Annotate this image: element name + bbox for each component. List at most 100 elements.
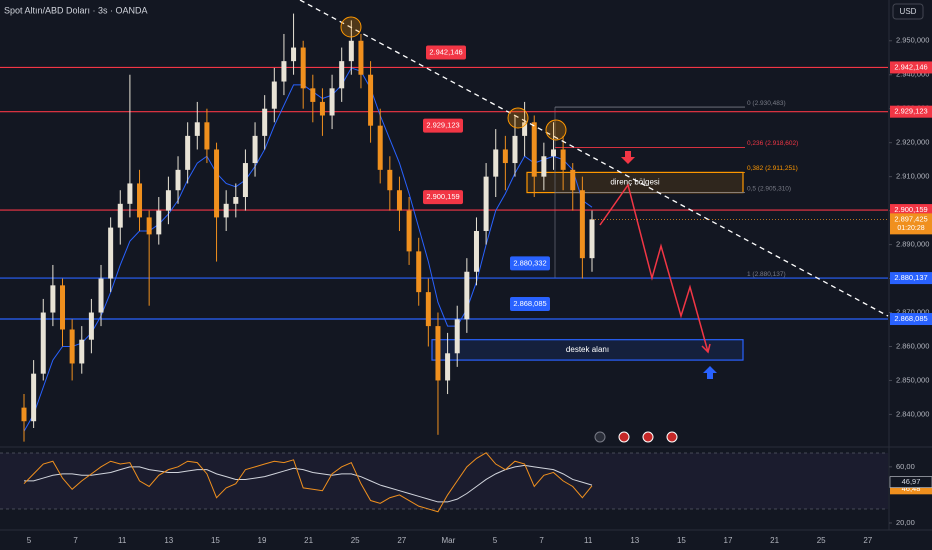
candle-body [223, 203, 229, 218]
candle-body [531, 122, 537, 177]
rsi-value-box [889, 476, 932, 488]
candle-body [137, 183, 143, 218]
x-tick-label: 21 [304, 536, 313, 545]
x-tick-label: 13 [164, 536, 173, 545]
candle-body [194, 122, 200, 136]
candle-body [541, 156, 547, 177]
axis-last-box [890, 213, 932, 235]
touch-circle [545, 119, 567, 141]
fib-label: 0,382 (2.911,251) [747, 165, 798, 172]
price-tag-label: 2.942,146 [429, 47, 462, 56]
candle-body [473, 230, 479, 272]
candle-body [127, 183, 133, 204]
candle-body [483, 176, 489, 231]
candle-body [31, 373, 37, 422]
trend-line [299, 0, 889, 317]
currency-box[interactable] [892, 3, 924, 20]
price-tag [510, 256, 550, 271]
candle-body [377, 125, 383, 170]
price-tag-label: 2.868,085 [513, 299, 546, 308]
x-tick-label: 5 [493, 536, 498, 545]
up-arrow [703, 366, 717, 379]
candle-body [281, 61, 287, 82]
x-tick-label: 11 [118, 536, 127, 545]
x-tick-label: 15 [211, 536, 220, 545]
y-tick-label: 2.860,000 [896, 341, 929, 350]
candle-body [156, 210, 162, 235]
axis-price-label: 2.880,137 [894, 273, 927, 282]
zone-label: direnç bölgesi [610, 178, 660, 187]
y-tick-label: 2.870,000 [896, 308, 929, 317]
y-tick-label: 2.920,000 [896, 138, 929, 147]
candle-body [425, 292, 431, 327]
candle-body [406, 210, 412, 252]
candle-body [550, 149, 556, 157]
price-tag-label: 2.880,332 [513, 258, 546, 267]
candle-body [454, 319, 460, 354]
candle-body [60, 285, 66, 330]
axis-price-box [890, 272, 932, 285]
candle-body [493, 149, 499, 177]
y-tick-label: 2.840,000 [896, 409, 929, 418]
candle-body [262, 108, 268, 136]
axis-timer: 01:20:28 [897, 225, 924, 232]
down-arrow [621, 151, 635, 164]
candle-body [165, 190, 171, 211]
event-icons [594, 431, 678, 443]
candle-body [98, 278, 104, 313]
candle-body [319, 101, 325, 116]
ma-line [23, 67, 593, 432]
candle-body [117, 203, 123, 228]
candle-body [108, 227, 114, 279]
candle-body [300, 47, 306, 89]
x-tick-label: 15 [677, 536, 686, 545]
x-tick-label: 7 [73, 536, 78, 545]
candle-body [88, 312, 94, 340]
candle-body [435, 326, 441, 381]
rsi-line [23, 452, 593, 513]
candle-body [512, 135, 518, 164]
price-tag-label: 2.900,159 [426, 192, 459, 201]
axis-price-box [890, 61, 932, 74]
fib-label: 0 (2.930,483) [747, 100, 786, 107]
axis-price-box [890, 313, 932, 326]
candle-body [40, 312, 46, 374]
x-tick-label: Mar [442, 536, 456, 545]
rsi-tick-label: 60,00 [896, 462, 915, 471]
candle-body [233, 197, 239, 204]
price-tag [423, 118, 463, 133]
axis-price-label: 2.868,085 [894, 314, 927, 323]
event-icon[interactable] [642, 431, 654, 443]
candle-body [252, 135, 258, 164]
candle-body [416, 251, 422, 293]
price-tag-label: 2.929,123 [426, 121, 459, 130]
candle-body [348, 40, 354, 62]
x-tick-label: 27 [863, 536, 872, 545]
event-icon[interactable] [618, 431, 630, 443]
event-icon[interactable] [594, 431, 606, 443]
event-icon[interactable] [666, 431, 678, 443]
x-tick-label: 21 [770, 536, 779, 545]
rsi-value-box [890, 483, 932, 495]
axis-price-label: 2.929,123 [894, 107, 927, 116]
candle-body [204, 122, 210, 150]
rsi-line [24, 464, 593, 503]
fib-label: 0,236 (2.918,602) [747, 140, 798, 147]
candle-body [358, 40, 364, 75]
x-tick-label: 7 [539, 536, 544, 545]
candle-body [185, 135, 191, 170]
x-tick-label: 11 [584, 536, 593, 545]
axis-last-label: 2.897,425 [894, 214, 927, 223]
fib-label: 1 (2.880,137) [747, 271, 786, 278]
axis-price-box [890, 105, 932, 118]
price-tag [423, 190, 463, 205]
touch-circle [340, 16, 362, 38]
candle-body [310, 88, 316, 102]
x-tick-label: 19 [258, 536, 267, 545]
candle-body [387, 169, 393, 191]
currency: USD [900, 7, 917, 16]
axis-price-label: 2.942,146 [894, 62, 927, 71]
rsi-value-label: 46,48 [902, 484, 921, 493]
y-tick-label: 2.850,000 [896, 375, 929, 384]
